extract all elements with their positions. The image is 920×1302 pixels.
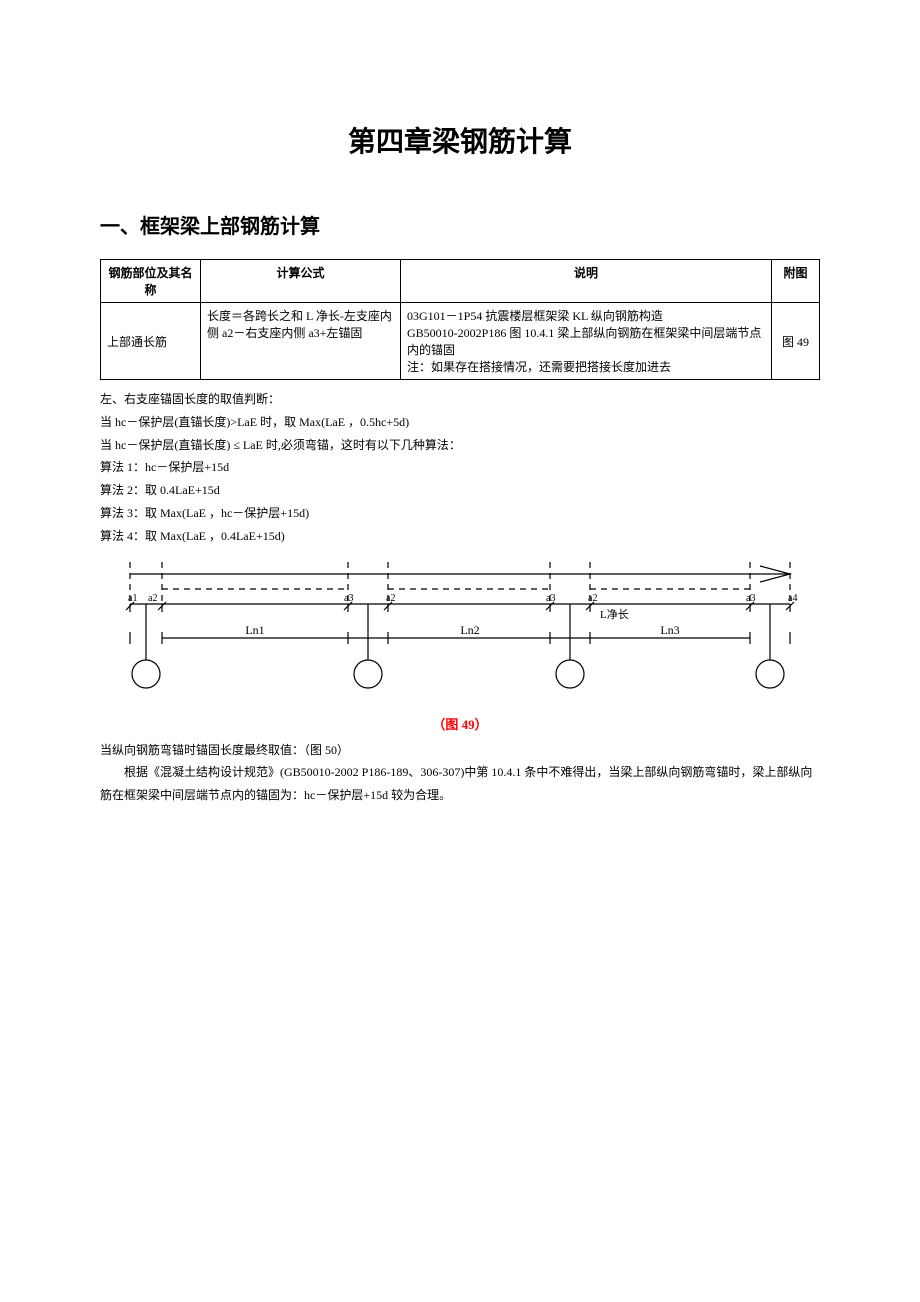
cell-name: 上部通长筋: [101, 303, 201, 380]
th-name: 钢筋部位及其名称: [101, 260, 201, 303]
svg-text:a3: a3: [746, 593, 755, 604]
table-header-row: 钢筋部位及其名称 计算公式 说明 附图: [101, 260, 820, 303]
svg-text:a4: a4: [788, 593, 797, 604]
beam-svg: a1 a2 a3 a2 a3 a2 a3 a4 Ln1 Ln2 Ln3 L净长: [100, 556, 820, 706]
body-text: 左、右支座锚固长度的取值判断：: [100, 388, 820, 411]
svg-text:a3: a3: [546, 593, 555, 604]
svg-text:a1: a1: [128, 593, 137, 604]
svg-text:Ln3: Ln3: [660, 623, 679, 637]
desc-line: GB50010-2002P186 图 10.4.1 梁上部纵向钢筋在框架梁中间层…: [407, 324, 765, 358]
svg-text:Ln2: Ln2: [460, 623, 479, 637]
body-text: 算法 3：取 Max(LaE ，hc－保护层+15d): [100, 502, 820, 525]
rebar-table: 钢筋部位及其名称 计算公式 说明 附图 上部通长筋 长度＝各跨长之和 L 净长-…: [100, 259, 820, 380]
beam-diagram: a1 a2 a3 a2 a3 a2 a3 a4 Ln1 Ln2 Ln3 L净长: [100, 556, 820, 706]
svg-text:a2: a2: [148, 593, 157, 604]
desc-line: 注：如果存在搭接情况，还需要把搭接长度加进去: [407, 358, 765, 375]
body-text: 当 hc－保护层(直锚长度) ≤ LaE 时,必须弯锚，这时有以下几种算法：: [100, 434, 820, 457]
svg-text:a2: a2: [588, 593, 597, 604]
svg-text:a3: a3: [344, 593, 353, 604]
section-title: 一、框架梁上部钢筋计算: [100, 210, 820, 239]
svg-text:Ln1: Ln1: [245, 623, 264, 637]
svg-text:L净长: L净长: [600, 607, 629, 621]
table-row: 上部通长筋 长度＝各跨长之和 L 净长-左支座内侧 a2－右支座内侧 a3+左锚…: [101, 303, 820, 380]
body-text: 当 hc－保护层(直锚长度)>LaE 时，取 Max(LaE ，0.5hc+5d…: [100, 411, 820, 434]
chapter-title: 第四章梁钢筋计算: [100, 120, 820, 160]
body-text: 算法 4：取 Max(LaE ，0.4LaE+15d): [100, 525, 820, 548]
desc-line: 03G101－1P54 抗震楼层框架梁 KL 纵向钢筋构造: [407, 307, 765, 324]
body-text: 当纵向钢筋弯锚时锚固长度最终取值：（图 50）: [100, 739, 820, 762]
body-text: 算法 2：取 0.4LaE+15d: [100, 479, 820, 502]
svg-text:a2: a2: [386, 593, 395, 604]
cell-fig: 图 49: [772, 303, 820, 380]
th-desc: 说明: [401, 260, 772, 303]
body-text: 算法 1：hc－保护层+15d: [100, 456, 820, 479]
th-formula: 计算公式: [201, 260, 401, 303]
figure-caption: （图 49）: [100, 714, 820, 733]
body-text: 根据《混凝土结构设计规范》(GB50010-2002 P186-189、306-…: [100, 761, 820, 807]
th-fig: 附图: [772, 260, 820, 303]
cell-desc: 03G101－1P54 抗震楼层框架梁 KL 纵向钢筋构造 GB50010-20…: [401, 303, 772, 380]
cell-formula: 长度＝各跨长之和 L 净长-左支座内侧 a2－右支座内侧 a3+左锚固: [201, 303, 401, 380]
